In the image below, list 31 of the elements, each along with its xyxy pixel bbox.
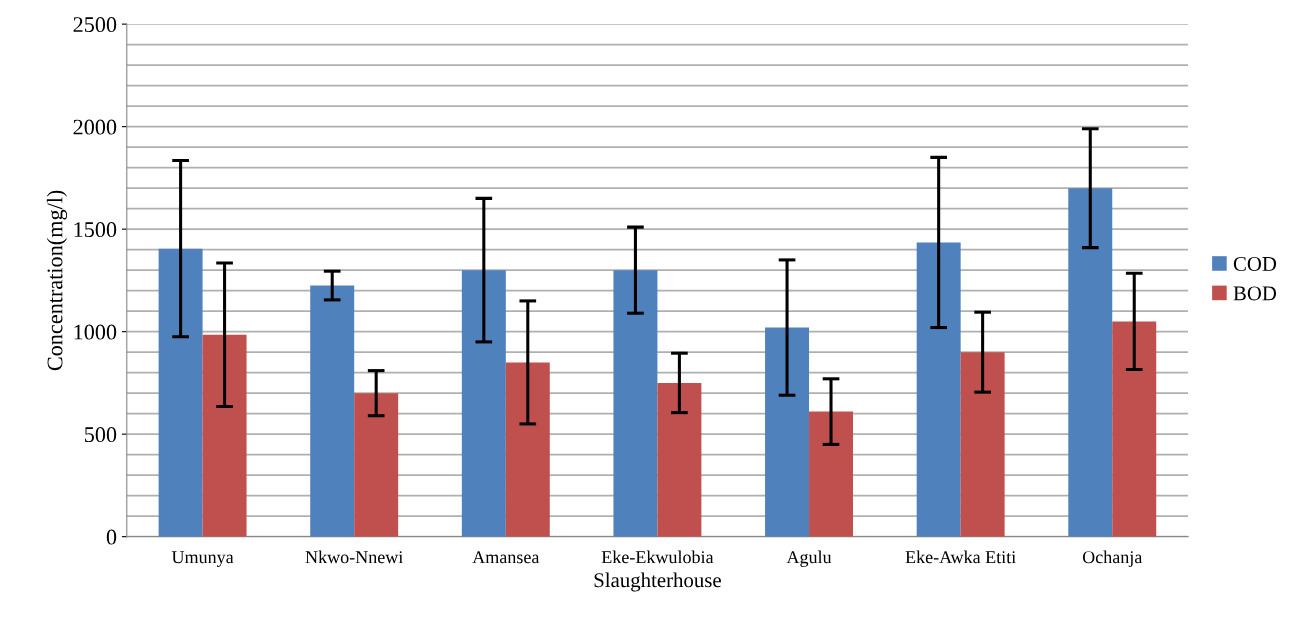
x-tick-label: Eke-Ekwulobia — [601, 550, 714, 564]
x-tick-label: Nkwo-Nnewi — [305, 550, 403, 564]
y-tick-label: 2000 — [73, 119, 117, 135]
legend-label: COD — [1233, 256, 1277, 271]
y-tick-label: 1500 — [74, 222, 117, 238]
bar — [765, 327, 810, 537]
bar — [960, 352, 1005, 537]
bar — [1112, 321, 1157, 537]
bar — [354, 393, 399, 537]
bar — [916, 242, 961, 537]
bar — [158, 248, 203, 537]
x-tick-label: Amansea — [472, 551, 540, 564]
bar — [1068, 188, 1113, 537]
x-tick-label: Agulu — [786, 550, 832, 567]
bar — [505, 362, 550, 537]
bar — [310, 285, 355, 537]
x-tick-label: Eke-Awka Etiti — [905, 550, 1016, 564]
y-tick-label: 500 — [85, 427, 117, 443]
x-axis-title: Slaughterhouse — [594, 572, 721, 592]
x-tick-label: Umunya — [171, 551, 234, 567]
y-tick-label: 1000 — [74, 324, 117, 340]
bar — [657, 382, 702, 537]
bar — [461, 270, 506, 537]
y-tick-label: 0 — [106, 529, 117, 545]
bar — [613, 270, 658, 537]
y-tick-label: 2500 — [73, 17, 117, 33]
bar — [202, 334, 247, 537]
x-tick-label: Ochanja — [1082, 550, 1143, 567]
y-axis-title: Concentration(mg/l) — [46, 190, 68, 371]
legend-label: BOD — [1233, 286, 1277, 301]
bar — [809, 411, 853, 537]
